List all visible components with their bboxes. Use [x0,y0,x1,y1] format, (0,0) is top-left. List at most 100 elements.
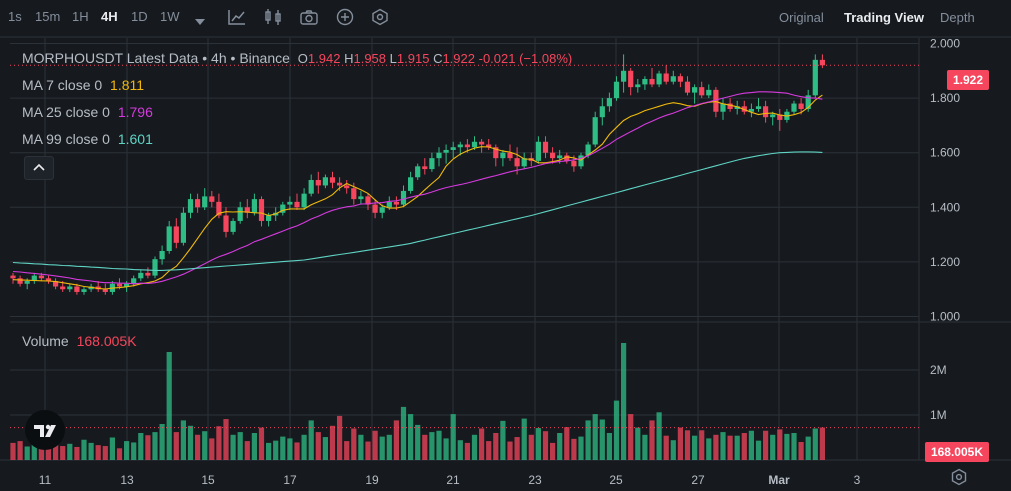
candle-body [479,141,485,145]
volume-bar [535,428,541,460]
settings-icon[interactable] [370,8,390,31]
volume-bar [408,414,414,460]
volume-bar [223,419,229,460]
candle-body [542,141,549,153]
interval-15m[interactable]: 15m [35,9,61,24]
collapse-legend-button[interactable] [24,156,54,180]
interval-4h[interactable]: 4H [101,9,118,24]
candle-body [713,89,719,112]
ma99-value: 1.601 [117,131,153,147]
volume-bar [720,432,726,460]
view-depth[interactable]: Depth [940,10,975,25]
x-tick-label: 19 [365,473,379,487]
ohlc-close: 1.922 [442,51,475,66]
volume-bar [351,428,357,460]
ohlc-low: 1.915 [396,51,430,66]
volume-bar [166,352,172,460]
x-tick-label: 13 [120,473,134,487]
x-tick-label: 11 [39,473,52,487]
volume-bar [819,427,825,460]
volume-bar [209,438,215,460]
volume-bar [649,420,655,460]
volume-bar [486,441,492,460]
chevron-down-icon[interactable] [195,12,205,30]
candle-body [81,289,87,292]
volume-bar [812,428,818,460]
view-original[interactable]: Original [779,10,824,25]
candle-body [606,98,612,107]
interval-1h[interactable]: 1H [72,9,89,24]
ma-line-ma25 [12,91,823,285]
indicators-icon[interactable] [264,8,284,31]
candle-body [223,215,229,232]
candle-body [322,177,328,186]
candle-body [10,275,16,279]
candle-body [599,106,605,118]
candle-body [351,188,357,200]
volume-tick-label: 1M [930,408,947,422]
volume-bar [521,418,527,460]
candle-body [677,76,683,82]
volume-bar [464,442,470,460]
chart-title-row: MORPHOUSDT Latest Data • 4h • Binance O1… [22,50,573,66]
volume-bar [17,441,23,460]
volume-bar [38,444,44,460]
volume-bar [457,440,463,460]
volume-bar [557,433,563,460]
candle-body [684,81,691,93]
candle-body [649,78,655,85]
ma25-label: MA 25 close 0 [22,104,110,120]
interval-1w[interactable]: 1W [160,9,180,24]
volume-bar [202,431,208,460]
volume-bar [74,446,80,460]
candle-body [209,196,215,202]
volume-bar [273,440,279,460]
candle-body [202,196,208,208]
candle-body [216,201,222,216]
candle-body [301,193,307,208]
candle-body [180,212,186,243]
volume-bar [95,445,101,460]
volume-bar [791,433,797,460]
view-trading-view[interactable]: Trading View [844,10,924,25]
line-chart-icon[interactable] [227,8,247,31]
candle-body [564,155,570,161]
candle-body [308,180,314,194]
volume-bar [358,434,364,460]
volume-bar [663,435,669,460]
volume-bar [102,446,108,460]
ma-line-ma99 [12,151,823,271]
toolbar: 1s 15m 1H 4H 1D 1W Original Trading View… [0,0,1011,36]
settings-gear-icon[interactable] [950,468,968,491]
interval-1d[interactable]: 1D [131,9,148,24]
y-tick-label: 1.400 [930,200,960,214]
candle-body [408,177,414,191]
volume-bar [635,427,641,460]
candle-body [514,158,520,167]
add-icon[interactable] [335,8,355,31]
candle-body [230,220,236,232]
volume-bar [81,439,87,460]
volume-bar [10,442,16,460]
ma-line-ma7 [12,94,823,290]
volume-bar [230,434,236,460]
volume-bar [195,434,201,460]
candle-body [613,81,620,99]
tradingview-logo[interactable] [25,410,65,450]
volume-bar [109,437,115,460]
candle-body [535,141,541,161]
candle-body [770,114,776,118]
ohlc-low-label: L [389,51,397,66]
candle-body [457,144,463,148]
volume-bar [479,428,485,460]
x-tick-label: 17 [283,473,297,487]
candle-body [315,180,321,186]
candle-body [471,141,478,148]
candle-body [266,215,272,221]
candle-body [102,289,108,292]
camera-icon[interactable] [299,8,319,31]
interval-1s[interactable]: 1s [8,9,22,24]
volume-bar [372,430,378,460]
candle-body [642,78,648,85]
